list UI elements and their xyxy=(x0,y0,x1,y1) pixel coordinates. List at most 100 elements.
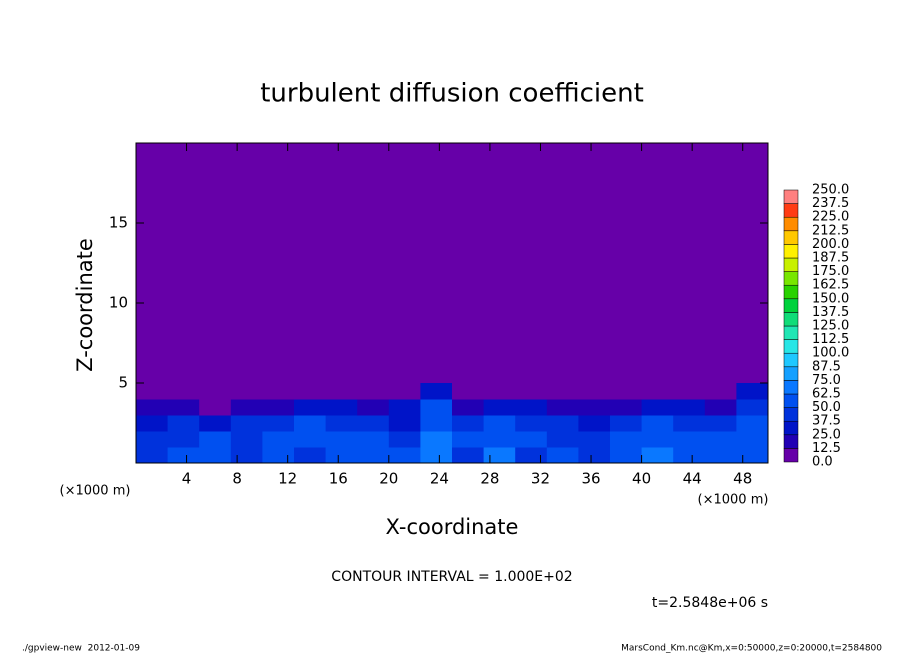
field-cell xyxy=(610,447,643,464)
colorbar-label: 75.0 xyxy=(812,373,841,388)
field-cell xyxy=(325,447,358,464)
field-cell xyxy=(483,415,516,432)
x-tick-label: 16 xyxy=(329,470,348,488)
field-cell xyxy=(515,383,548,400)
field-cell xyxy=(136,431,169,448)
field-cell xyxy=(546,447,579,464)
field-cell xyxy=(736,399,769,416)
field-cell xyxy=(610,383,643,400)
field-cell xyxy=(325,415,358,432)
field-cell xyxy=(452,431,485,448)
field-cell xyxy=(610,431,643,448)
field-cell xyxy=(704,415,737,432)
colorbar-band xyxy=(783,339,799,354)
field-cell xyxy=(136,447,169,464)
field-cell xyxy=(199,431,232,448)
x-unit-label: (×1000 m) xyxy=(60,484,131,499)
field-cell xyxy=(230,431,263,448)
field-cell xyxy=(357,431,390,448)
colorbar-band xyxy=(783,203,799,218)
colorbar-label: 112.5 xyxy=(812,332,849,347)
field-cell xyxy=(294,399,327,416)
field-cell xyxy=(546,399,579,416)
field-cell xyxy=(388,415,421,432)
x-tick-label: 48 xyxy=(733,470,752,488)
field-cell xyxy=(578,447,611,464)
field-cell xyxy=(673,399,706,416)
colorbar-band xyxy=(783,393,799,408)
field-cell xyxy=(230,447,263,464)
colorbar-label: 50.0 xyxy=(812,400,841,415)
field-cell xyxy=(294,415,327,432)
colorbar-band xyxy=(783,434,799,449)
colorbar-band xyxy=(783,271,799,286)
colorbar-label: 150.0 xyxy=(812,291,849,306)
field-cell xyxy=(388,431,421,448)
field-cell xyxy=(673,383,706,400)
field-cell xyxy=(325,399,358,416)
colorbar-band xyxy=(783,257,799,272)
colorbar-band xyxy=(783,230,799,245)
colorbar-band xyxy=(783,189,799,204)
field-cell xyxy=(736,415,769,432)
y-tick-label: 5 xyxy=(118,374,128,392)
colorbar-band xyxy=(783,420,799,436)
field-cell xyxy=(452,447,485,464)
field-cell xyxy=(641,399,674,416)
field-cell xyxy=(357,383,390,400)
field-cell xyxy=(610,399,643,416)
field-cell xyxy=(578,399,611,416)
field-cell xyxy=(515,447,548,464)
field-cell xyxy=(610,415,643,432)
field-cell xyxy=(641,383,674,400)
field-cell xyxy=(294,431,327,448)
colorbar-label: 225.0 xyxy=(812,210,849,225)
field-cell xyxy=(546,431,579,448)
colorbar-label: 250.0 xyxy=(812,183,849,198)
field-cell xyxy=(167,447,200,464)
field-cell xyxy=(546,383,579,400)
x-axis-label: X-coordinate xyxy=(386,515,519,539)
field-cell xyxy=(704,447,737,464)
x-tick-label: 12 xyxy=(278,470,297,488)
colorbar-band xyxy=(783,298,799,313)
field-cell xyxy=(483,383,516,400)
field-cell xyxy=(452,415,485,432)
field-cell xyxy=(420,399,453,416)
field-cell xyxy=(388,447,421,464)
field-cell xyxy=(388,399,421,416)
x-tick-label: 40 xyxy=(632,470,651,488)
field-cell xyxy=(294,447,327,464)
field-cell xyxy=(230,399,263,416)
field-cell xyxy=(673,431,706,448)
field-cell xyxy=(357,415,390,432)
colorbar-band xyxy=(783,407,799,422)
field-cell xyxy=(578,431,611,448)
colorbar-band xyxy=(783,216,799,232)
field-cell xyxy=(325,383,358,400)
field-cell xyxy=(452,383,485,400)
field-cell xyxy=(420,383,453,400)
colorbar-label: 87.5 xyxy=(812,359,841,374)
field-cell xyxy=(704,383,737,400)
field-cell xyxy=(483,399,516,416)
footer-right: MarsCond_Km.nc@Km,x=0:50000,z=0:20000,t=… xyxy=(621,644,882,654)
colorbar-band xyxy=(783,352,799,368)
colorbar-label: 137.5 xyxy=(812,305,849,320)
field-cell xyxy=(673,447,706,464)
field-cell xyxy=(515,431,548,448)
field-cell xyxy=(357,447,390,464)
time-label: t=2.5848e+06 s xyxy=(652,595,768,611)
field-cell xyxy=(136,399,169,416)
colorbar-band xyxy=(783,448,799,463)
field-cell xyxy=(325,431,358,448)
colorbar-label: 212.5 xyxy=(812,223,849,238)
field-cell xyxy=(736,383,769,400)
footer-left: ./gpview-new 2012-01-09 xyxy=(22,644,140,654)
field-cell xyxy=(357,399,390,416)
colorbar-label: 200.0 xyxy=(812,237,849,252)
chart-title: turbulent diffusion coefficient xyxy=(260,79,644,109)
x-tick-label: 32 xyxy=(531,470,550,488)
field-cell xyxy=(262,399,295,416)
y-tick-label: 10 xyxy=(109,294,128,312)
